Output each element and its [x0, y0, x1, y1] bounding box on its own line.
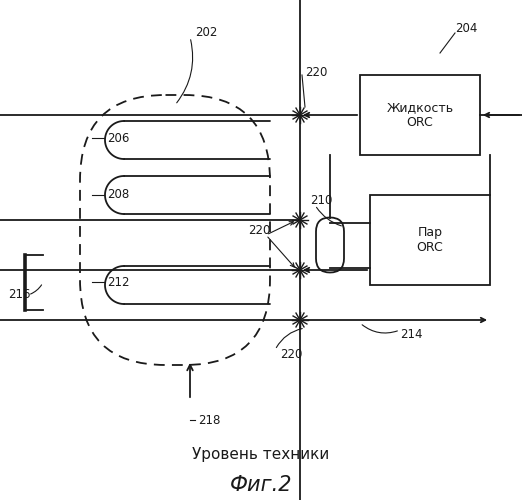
Text: 212: 212	[107, 276, 129, 288]
FancyBboxPatch shape	[316, 218, 344, 272]
Text: Жидкость
ORC: Жидкость ORC	[386, 101, 454, 129]
Text: 220: 220	[305, 66, 327, 78]
Text: 220: 220	[248, 224, 270, 236]
Text: Фиг.2: Фиг.2	[230, 475, 292, 495]
Text: 202: 202	[195, 26, 217, 38]
Text: 204: 204	[455, 22, 478, 35]
Text: Уровень техники: Уровень техники	[193, 448, 329, 462]
Text: 206: 206	[107, 132, 129, 144]
Text: 220: 220	[280, 348, 302, 362]
Bar	[360, 75, 480, 155]
Text: 216: 216	[8, 288, 30, 302]
Text: 218: 218	[198, 414, 220, 426]
Text: 208: 208	[107, 188, 129, 202]
Bar	[370, 195, 490, 285]
Text: 210: 210	[310, 194, 333, 206]
Text: 214: 214	[400, 328, 422, 342]
Text: Пар
ORC: Пар ORC	[417, 226, 443, 254]
